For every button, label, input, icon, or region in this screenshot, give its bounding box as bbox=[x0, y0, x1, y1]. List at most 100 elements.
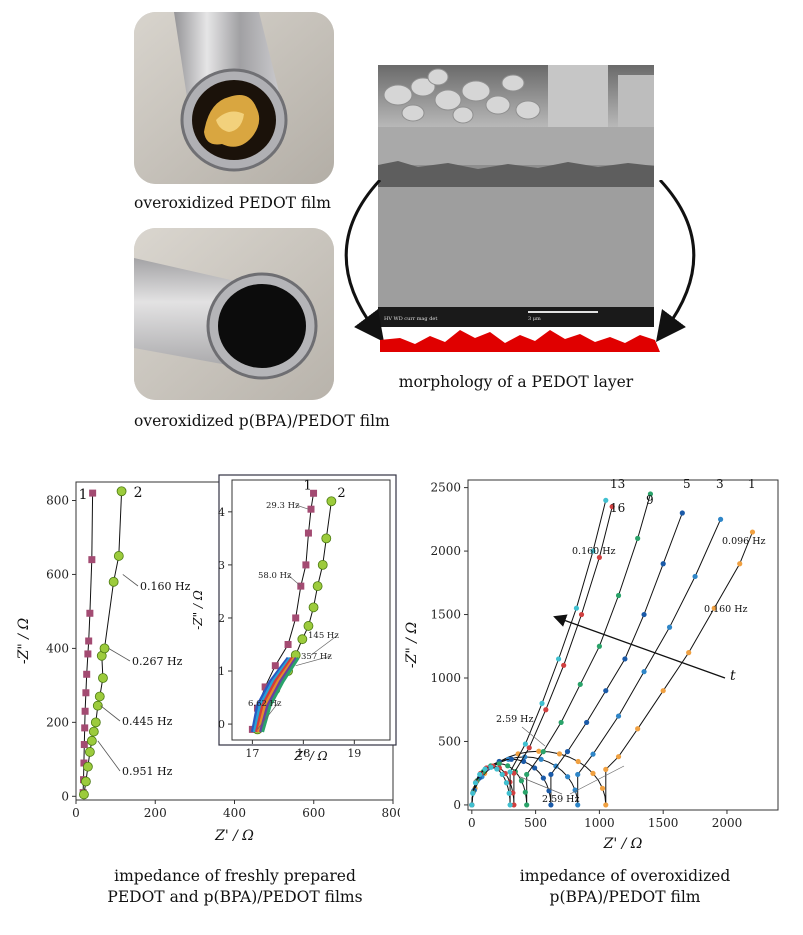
chart1-point-2 bbox=[86, 735, 97, 746]
caption-sem: morphology of a PEDOT layer bbox=[398, 373, 634, 391]
chart1-point-1 bbox=[84, 650, 92, 658]
chart2-point-9 bbox=[647, 491, 654, 497]
chart1-inset-series-label-1: 1 bbox=[304, 478, 312, 493]
chart1-inset-annotation: 357 Hz bbox=[301, 652, 332, 662]
chart2-point-13 bbox=[499, 771, 505, 778]
chart2-point-5 bbox=[548, 802, 554, 808]
chart1-inset-frame bbox=[231, 479, 391, 741]
chart1-inset-annotation: 58.0 Hz bbox=[258, 571, 292, 581]
chart2-annotation: t bbox=[730, 668, 736, 684]
caption-photo2: overoxidized p(BPA)/PEDOT film bbox=[134, 412, 390, 430]
chart2-point-16 bbox=[511, 802, 517, 808]
chart1-point-2 bbox=[81, 776, 91, 787]
chart2-point-13 bbox=[470, 790, 476, 796]
chart1-inset-annotation-leader bbox=[295, 504, 309, 510]
chart2-point-16 bbox=[526, 745, 532, 751]
chart2-point-13 bbox=[539, 700, 545, 706]
chart2-point-9 bbox=[522, 789, 528, 795]
chart1-point-1 bbox=[89, 489, 97, 497]
chart2-caption-line2: p(BPA)/PEDOT film bbox=[549, 888, 701, 906]
chart1-series-label-1: 1 bbox=[79, 487, 88, 503]
chart1-inset-background bbox=[218, 474, 397, 746]
chart2-frame bbox=[467, 479, 779, 811]
chart1-xtick-label: 400 bbox=[223, 806, 246, 820]
chart1-inset-fan-curve bbox=[259, 656, 298, 733]
chart2-point-3 bbox=[565, 774, 571, 780]
chart1-point-2 bbox=[108, 576, 119, 587]
chart2-point-13 bbox=[469, 802, 475, 808]
chart2-ytick-label: 2000 bbox=[430, 544, 461, 558]
chart2-point-5 bbox=[540, 775, 546, 781]
chart1-inset-point-2 bbox=[312, 581, 323, 592]
chart1-point-1 bbox=[80, 759, 88, 767]
chart2-xtick-label: 0 bbox=[468, 816, 476, 830]
chart1-inset-annotation-leader bbox=[310, 634, 339, 656]
chart1-inset-annotation: 6.62 Hz bbox=[248, 699, 282, 709]
chart2-point-1 bbox=[603, 802, 609, 808]
chart1-inset-fan-curve bbox=[252, 656, 292, 733]
chart1-point-1 bbox=[88, 556, 96, 564]
chart1-annotation: 0.445 Hz bbox=[122, 715, 173, 728]
chart1-inset-annotation-leader bbox=[295, 655, 332, 667]
chart1-inset-fan-curve bbox=[261, 656, 300, 733]
chart1-ytick-label: 600 bbox=[46, 567, 69, 581]
chart2-curve-label-9: 9 bbox=[646, 493, 654, 507]
chart1-inset-fan-curve bbox=[250, 656, 290, 733]
chart1-inset-xtick-label: 18 bbox=[296, 747, 310, 760]
chart2-point-3 bbox=[572, 787, 578, 793]
chart1-inset-point-2 bbox=[297, 634, 308, 645]
chart2-point-5 bbox=[622, 656, 628, 662]
chart1-point-1 bbox=[82, 689, 90, 697]
chart2-point-13 bbox=[555, 656, 562, 662]
chart1-inset-annotation-leader bbox=[287, 574, 302, 587]
chart1-ytick-label: 200 bbox=[46, 715, 69, 729]
chart2-ytick-label: 1000 bbox=[430, 671, 461, 685]
chart2-series-line-3 bbox=[471, 519, 722, 805]
chart1-annotation: 0.267 Hz bbox=[132, 655, 183, 668]
chart2-ytick-label: 1500 bbox=[430, 608, 461, 622]
chart1-point-2 bbox=[88, 726, 99, 737]
chart1-inset-point-1 bbox=[261, 683, 269, 691]
chart2-point-1 bbox=[556, 751, 563, 757]
chart2-point-13 bbox=[472, 780, 479, 786]
chart2-point-9 bbox=[577, 681, 583, 687]
chart2-curve-label-13: 13 bbox=[610, 477, 625, 491]
chart2-point-9 bbox=[518, 778, 525, 784]
chart1-inset-ytick-label: 1 bbox=[218, 665, 225, 678]
chart1-inset-point-1 bbox=[310, 489, 318, 497]
chart2-annotation: 0.160 Hz bbox=[572, 546, 616, 557]
chart2-point-16 bbox=[609, 504, 615, 510]
chart2-point-13 bbox=[503, 780, 510, 786]
chart1-inset-point-2 bbox=[326, 496, 337, 507]
chart2-point-1 bbox=[711, 605, 717, 611]
chart2-xtick-label: 2000 bbox=[712, 816, 743, 830]
chart2-point-1 bbox=[599, 785, 606, 791]
chart2-point-3 bbox=[575, 802, 581, 808]
chart1-point-2 bbox=[84, 747, 95, 757]
chart1-annotation-leader bbox=[108, 648, 131, 662]
chart2-point-1 bbox=[635, 726, 641, 732]
chart1-caption-line1: impedance of freshly prepared bbox=[114, 867, 356, 885]
chart1-inset-point-2 bbox=[303, 621, 314, 631]
chart2-curve-label-3: 3 bbox=[716, 477, 724, 491]
chart1-point-2 bbox=[82, 761, 93, 772]
chart2-ylabel: -Z" / Ω bbox=[404, 622, 420, 669]
chart1-point-2 bbox=[113, 551, 124, 561]
chart2-point-1 bbox=[575, 758, 581, 765]
chart2-point-13 bbox=[507, 802, 513, 808]
chart1-point-1 bbox=[85, 637, 93, 645]
chart2-point-3 bbox=[692, 573, 698, 580]
chart2-curve-label-16: 16 bbox=[610, 501, 625, 515]
chart2-point-1 bbox=[660, 688, 666, 694]
chart1-inset-series-label-2: 2 bbox=[337, 486, 345, 501]
chart2-point-13 bbox=[507, 769, 513, 775]
chart2-point-5 bbox=[679, 510, 685, 516]
chart2-time-arrow bbox=[553, 614, 726, 679]
chart2-point-9 bbox=[496, 761, 502, 767]
chart1-inset-annotation-leader bbox=[257, 702, 279, 730]
chart2-point-5 bbox=[584, 719, 590, 726]
arrow-right-icon bbox=[656, 180, 696, 343]
chart1-xlabel: Z' / Ω bbox=[214, 828, 254, 844]
chart2-xtick-label: 500 bbox=[524, 816, 547, 830]
chart1-annotation: 0.951 Hz bbox=[122, 765, 173, 778]
